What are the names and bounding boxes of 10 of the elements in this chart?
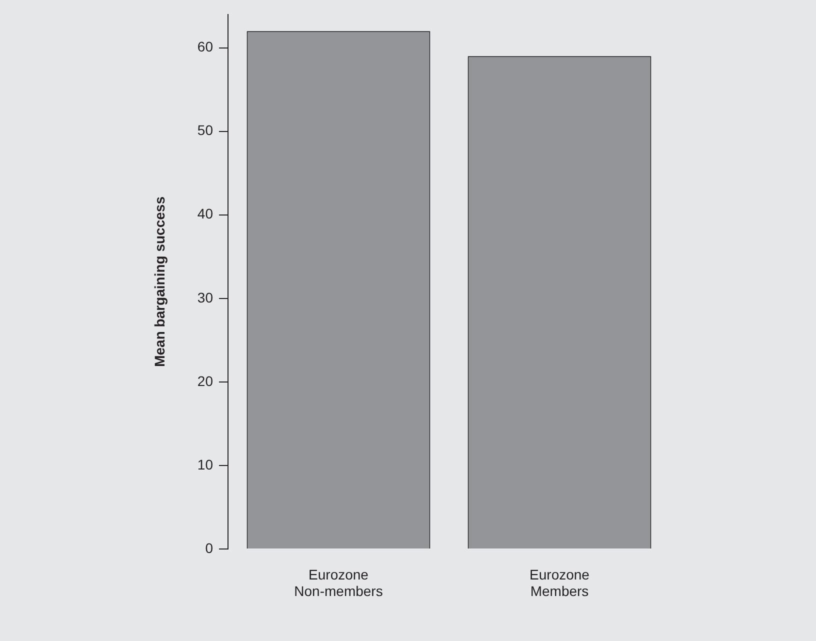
y-axis-title: Mean bargaining success	[151, 196, 168, 367]
y-tick-label: 60	[197, 38, 214, 55]
y-tick-label: 10	[197, 456, 214, 472]
y-tick-label: 20	[197, 372, 214, 389]
y-tick-label: 0	[205, 540, 214, 556]
y-tick-label: 30	[197, 289, 214, 306]
y-tick-label: 40	[197, 206, 214, 222]
y-tick-label: 50	[197, 122, 214, 138]
x-tick-label: Eurozone Members	[530, 566, 590, 600]
x-tick-label: Eurozone Non-members	[294, 566, 383, 600]
